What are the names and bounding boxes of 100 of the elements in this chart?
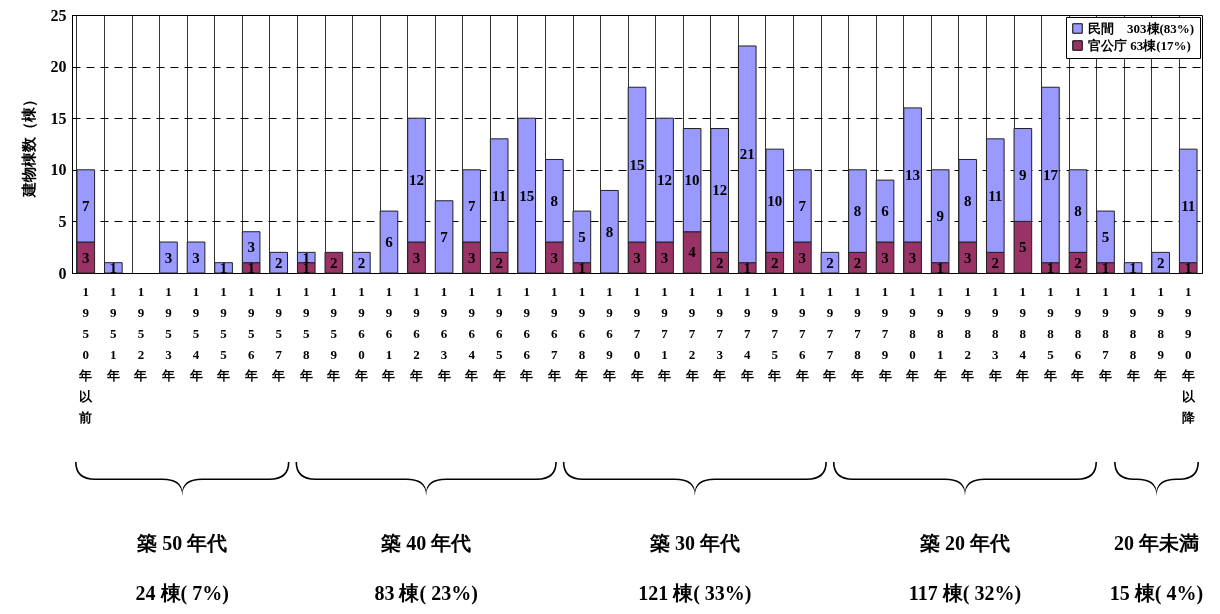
data-label: 7 [440, 228, 449, 245]
data-label: 15 [629, 156, 645, 173]
data-label: 12 [712, 182, 728, 199]
data-label: 2 [826, 254, 834, 271]
bar [104, 262, 123, 274]
data-label: 3 [247, 239, 255, 256]
data-label: 1 [1101, 259, 1110, 276]
data-label: 5 [1019, 239, 1027, 256]
x-tick-label: 1969年 [601, 283, 616, 383]
x-tick-label: 1952年 [133, 283, 148, 383]
x-tick-label: 1984年 [1015, 283, 1030, 383]
x-tick-label: 1950年以前 [78, 283, 94, 425]
data-label: 2 [330, 254, 338, 271]
data-label: 5 [578, 228, 586, 245]
data-label: 2 [495, 254, 503, 271]
x-tick-label: 1987年 [1098, 283, 1113, 383]
text: 築 50 年代 [137, 531, 228, 556]
x-tick-label: 1953年 [160, 283, 175, 383]
legend-label: 民間 303棟(83%) [1088, 20, 1195, 36]
x-tick-label: 1964年 [464, 283, 479, 383]
data-label: 7 [467, 197, 476, 214]
x-tick-label: 1951年 [105, 283, 120, 383]
data-label: 2 [771, 254, 779, 271]
text: 20 年未満 [1114, 531, 1200, 556]
x-tick-label: 1983年 [987, 283, 1002, 383]
x-tick-label: 1972年 [684, 283, 699, 383]
data-label: 6 [881, 203, 890, 220]
x-tick-label: 1977年 [822, 283, 837, 383]
data-label: 8 [963, 192, 972, 209]
data-label: 3 [467, 249, 476, 266]
data-label: 2 [853, 254, 862, 271]
x-tick-label: 1955年 [216, 283, 231, 383]
y-tick-label: 15 [50, 109, 67, 127]
x-tick-label: 1978年 [849, 283, 864, 383]
data-label: 2 [1074, 254, 1082, 271]
y-tick-label: 0 [58, 264, 67, 282]
text: 築 40 年代 [381, 531, 472, 556]
x-tick-label: 1971年 [657, 283, 672, 383]
data-label: 5 [1101, 228, 1110, 245]
x-tick-label: 1989年 [1153, 283, 1168, 383]
data-label: 3 [908, 249, 917, 266]
data-label: 7 [798, 197, 807, 214]
x-tick-label: 1986年 [1070, 283, 1085, 383]
data-label: 8 [853, 203, 862, 220]
bar [214, 262, 233, 274]
y-tick-label: 25 [50, 6, 67, 24]
data-label: 11 [1181, 197, 1196, 214]
data-label: 8 [1074, 203, 1082, 220]
data-label: 1 [743, 259, 751, 276]
bar [186, 241, 206, 274]
data-label: 1 [109, 259, 118, 276]
text: 24 棟( 7%) [135, 581, 229, 607]
bar [352, 251, 371, 274]
data-label: 11 [492, 187, 507, 204]
x-tick-label: 1968年 [574, 283, 589, 383]
y-axis-title: 建物棟数（棟） [19, 92, 38, 198]
data-label: 15 [519, 187, 535, 204]
x-tick-label: 1956年 [243, 283, 258, 383]
x-tick-label: 1954年 [188, 283, 203, 383]
x-tick-label: 1985年 [1042, 283, 1057, 383]
data-label: 17 [1042, 166, 1059, 183]
data-label: 1 [578, 259, 586, 276]
legend-label: 官公庁 63棟(17%) [1088, 37, 1191, 53]
data-label: 13 [905, 166, 921, 183]
data-label: 3 [82, 249, 90, 266]
data-label: 3 [660, 249, 669, 266]
y-tick-label: 10 [50, 161, 67, 179]
y-tick-label: 20 [50, 58, 67, 76]
text: 築 20 年代 [919, 531, 1010, 556]
data-label: 9 [1019, 166, 1027, 183]
data-label: 11 [988, 187, 1003, 204]
data-label: 1 [1184, 259, 1192, 276]
x-tick-label: 1970年 [629, 283, 644, 383]
data-label: 2 [274, 254, 283, 271]
data-label: 3 [412, 249, 421, 266]
data-label: 10 [684, 172, 700, 189]
bar [820, 251, 840, 274]
y-tick-label: 5 [58, 212, 67, 230]
data-label: 3 [164, 249, 173, 266]
x-tick-label: 1965年 [491, 283, 506, 383]
bar [434, 200, 454, 274]
data-label: 3 [192, 249, 200, 266]
data-label: 3 [881, 249, 889, 266]
bar [1123, 262, 1143, 274]
data-label: 2 [357, 254, 366, 271]
data-label: 7 [82, 197, 91, 214]
data-label: 8 [605, 223, 614, 240]
x-tick-label: 1979年 [877, 283, 892, 383]
data-label: 1 [1129, 259, 1137, 276]
x-tick-label: 1962年 [409, 283, 424, 383]
x-tick-label: 1963年 [436, 283, 451, 383]
text: 121 棟( 33%) [638, 581, 752, 607]
text: 築 30 年代 [649, 531, 740, 556]
data-label: 9 [936, 208, 944, 225]
x-tick-label: 1958年 [298, 283, 313, 383]
data-label: 1 [247, 259, 255, 276]
data-label: 2 [715, 254, 724, 271]
x-tick-label: 1973年 [712, 283, 727, 383]
x-tick-label: 1981年 [932, 283, 947, 383]
data-label: 1 [936, 259, 944, 276]
